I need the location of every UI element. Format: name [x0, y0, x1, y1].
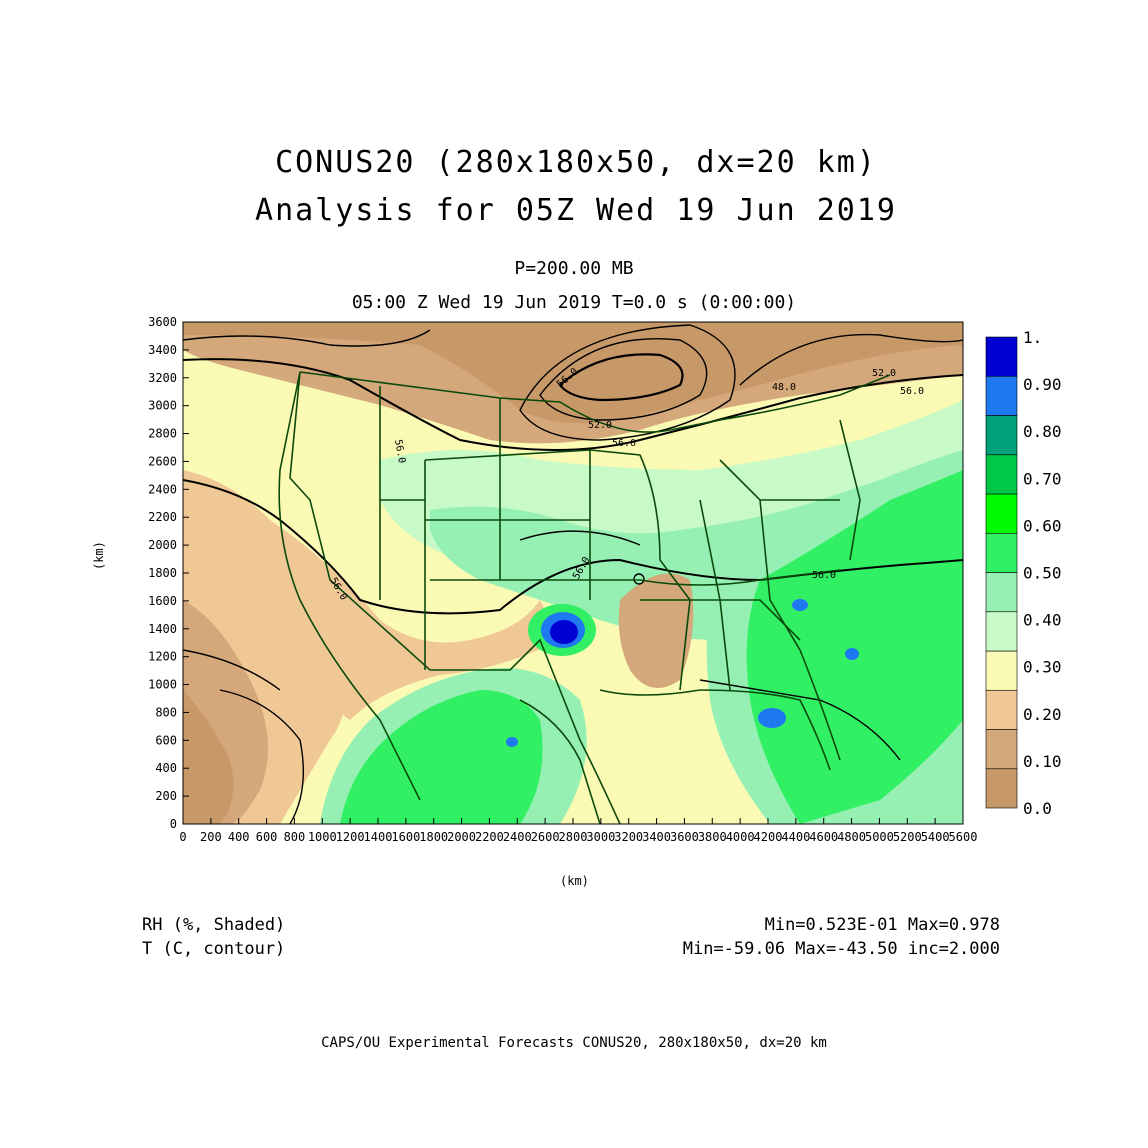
x-tick-label: 600 — [256, 830, 278, 844]
credit-line: CAPS/OU Experimental Forecasts CONUS20, … — [321, 1035, 827, 1051]
x-tick-label: 3800 — [698, 830, 727, 844]
colorbar-label: 0.80 — [1023, 422, 1062, 441]
y-tick-label: 3600 — [148, 315, 177, 329]
y-tick-label: 2400 — [148, 482, 177, 496]
x-tick-label: 1800 — [419, 830, 448, 844]
x-tick-label: 4400 — [781, 830, 810, 844]
y-tick-label: 2000 — [148, 538, 177, 552]
x-tick-label: 5200 — [893, 830, 922, 844]
x-tick-label: 4000 — [726, 830, 755, 844]
contour-label: 56.0 — [612, 438, 636, 449]
x-tick-label: 1600 — [391, 830, 420, 844]
x-tick-label: 4600 — [809, 830, 838, 844]
colorbar-swatch — [985, 454, 1018, 495]
x-axis: 0 200 400 600 800 100012001400160018002000220… — [179, 818, 977, 844]
y-tick-label: 600 — [155, 733, 177, 747]
y-tick-label: 2600 — [148, 454, 177, 468]
shaded-field-legend: RH (%, Shaded) — [142, 915, 286, 935]
colorbar-swatch — [985, 532, 1018, 573]
x-tick-label: 2600 — [531, 830, 560, 844]
x-tick-label: 2400 — [503, 830, 532, 844]
contour-label: 52.0 — [872, 368, 896, 379]
x-tick-label: 2800 — [559, 830, 588, 844]
y-tick-label: 1800 — [148, 566, 177, 580]
chart-title: CONUS20 (280x180x50, dx=20 km) — [275, 145, 877, 180]
x-tick-label: 1200 — [336, 830, 365, 844]
x-tick-label: 400 — [228, 830, 250, 844]
colorbar: 0.0 0.10 0.20 0.30 0.40 0.50 0.60 0.70 0.80 0.90 1… — [985, 328, 1062, 818]
colorbar-label: 0.60 — [1023, 516, 1062, 535]
y-tick-label: 200 — [155, 789, 177, 803]
colorbar-label: 0.10 — [1023, 752, 1062, 771]
colorbar-label: 0.30 — [1023, 658, 1062, 677]
y-axis-label: (km) — [92, 541, 106, 570]
y-tick-label: 3000 — [148, 399, 177, 413]
contour-field-stats: Min=-59.06 Max=-43.50 inc=2.000 — [682, 939, 1000, 959]
colorbar-swatch — [985, 415, 1018, 456]
x-tick-label: 3600 — [670, 830, 699, 844]
y-tick-label: 1000 — [148, 678, 177, 692]
colorbar-swatch — [985, 375, 1018, 416]
colorbar-swatch — [985, 493, 1018, 534]
y-tick-label: 2800 — [148, 427, 177, 441]
colorbar-label: 0.70 — [1023, 469, 1062, 488]
colorbar-swatch — [985, 611, 1018, 652]
valid-time-label: 05:00 Z Wed 19 Jun 2019 T=0.0 s (0:00:00… — [351, 292, 797, 313]
temperature-contours — [183, 324, 963, 824]
rh-shaded-field — [183, 322, 963, 824]
x-axis-label: (km) — [560, 874, 589, 888]
colorbar-label: 0.90 — [1023, 375, 1062, 394]
colorbar-swatch — [985, 729, 1018, 770]
x-tick-label: 3400 — [642, 830, 671, 844]
shaded-field-stats: Min=0.523E-01 Max=0.978 — [764, 915, 1000, 935]
pressure-level-label: P=200.00 MB — [514, 258, 634, 279]
colorbar-swatch — [985, 768, 1018, 809]
x-tick-label: 5600 — [949, 830, 978, 844]
chart-subtitle: Analysis for 05Z Wed 19 Jun 2019 — [255, 193, 897, 228]
colorbar-swatch — [985, 650, 1018, 691]
x-tick-label: 1400 — [364, 830, 393, 844]
x-tick-label: 0 — [179, 830, 186, 844]
x-tick-label: 5400 — [921, 830, 950, 844]
x-tick-label: 4800 — [837, 830, 866, 844]
contour-label: 56.0 — [812, 570, 836, 581]
y-tick-label: 1200 — [148, 650, 177, 664]
colorbar-label: 0.0 — [1023, 799, 1052, 818]
x-tick-label: 3000 — [586, 830, 615, 844]
x-tick-label: 2200 — [475, 830, 504, 844]
x-tick-label: 5000 — [865, 830, 894, 844]
y-tick-label: 1400 — [148, 622, 177, 636]
contour-label: 48.0 — [772, 382, 796, 393]
colorbar-label: 0.40 — [1023, 611, 1062, 630]
x-tick-label: 800 — [284, 830, 306, 844]
colorbar-swatch — [985, 572, 1018, 613]
y-tick-label: 400 — [155, 761, 177, 775]
y-axis: 0 200 400 600 800 1000 1200 1400 1600 1800 2000 220… — [148, 315, 189, 831]
contour-label: 56.0 — [900, 386, 924, 397]
x-tick-label: 4200 — [754, 830, 783, 844]
political-boundaries — [278, 371, 891, 824]
x-tick-label: 200 — [200, 830, 222, 844]
contour-field-legend: T (C, contour) — [142, 939, 286, 959]
colorbar-label: 1. — [1023, 328, 1042, 347]
contour-label: 56.0 — [392, 439, 407, 465]
colorbar-swatch — [985, 689, 1018, 730]
y-tick-label: 3400 — [148, 343, 177, 357]
y-tick-label: 3200 — [148, 371, 177, 385]
x-tick-label: 2000 — [447, 830, 476, 844]
contour-label: 52.0 — [588, 420, 612, 431]
x-tick-label: 1000 — [308, 830, 337, 844]
x-tick-label: 3200 — [614, 830, 643, 844]
colorbar-label: 0.50 — [1023, 564, 1062, 583]
y-tick-label: 0 — [170, 817, 177, 831]
y-tick-label: 800 — [155, 705, 177, 719]
colorbar-label: 0.20 — [1023, 705, 1062, 724]
y-tick-label: 2200 — [148, 510, 177, 524]
y-tick-label: 1600 — [148, 594, 177, 608]
colorbar-swatch — [985, 336, 1018, 377]
